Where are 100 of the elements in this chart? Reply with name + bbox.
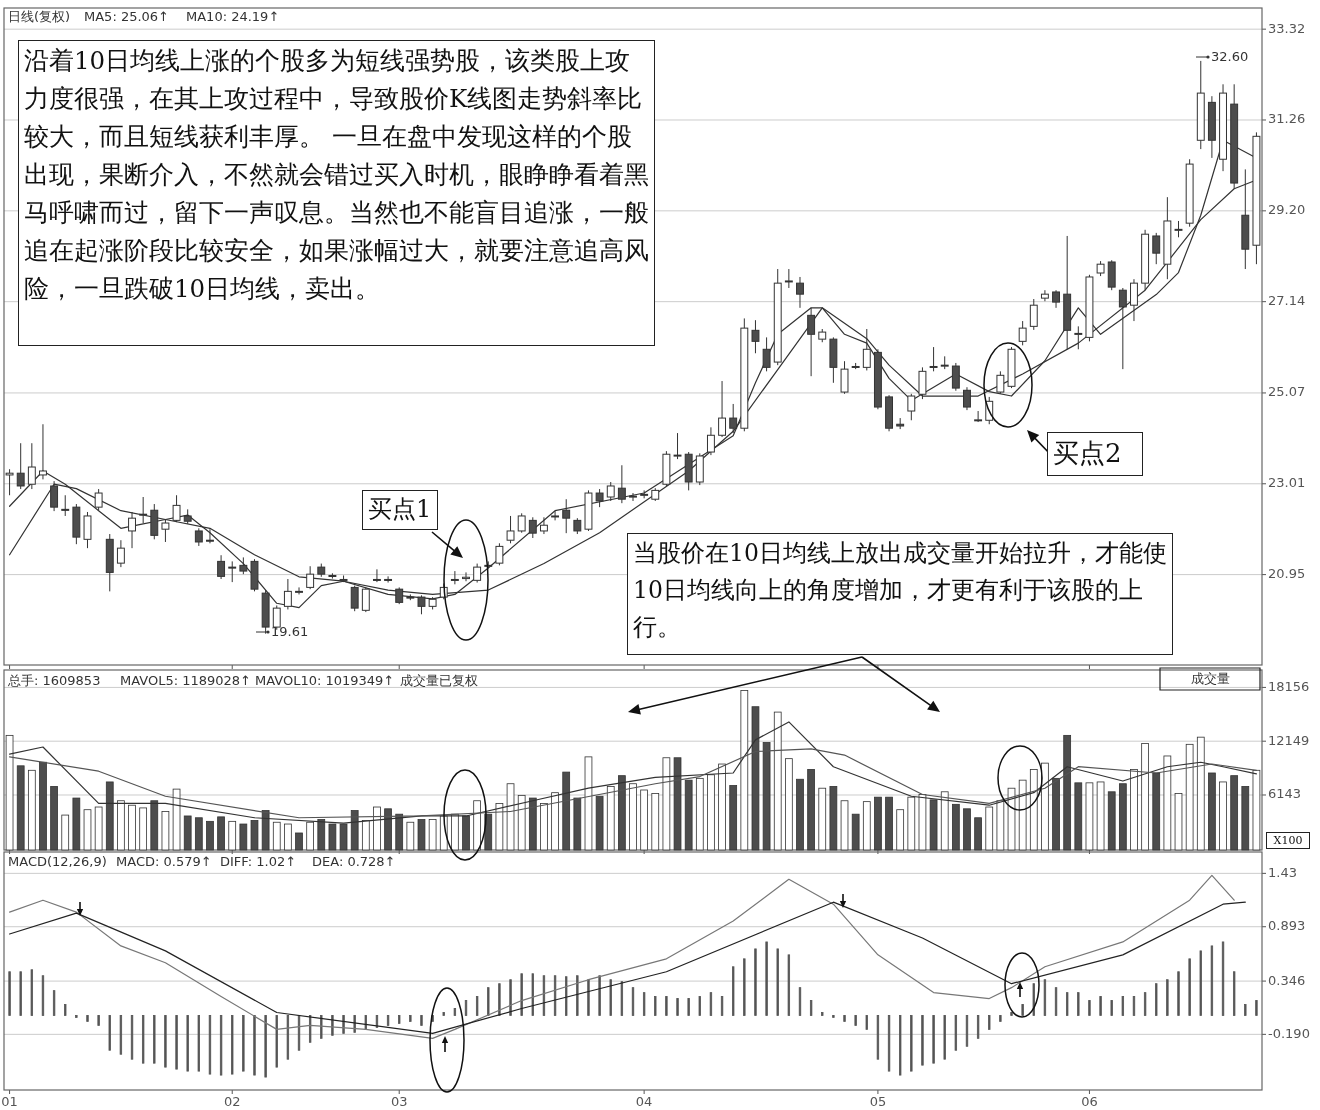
candlestick (61, 494, 70, 517)
bar (896, 809, 905, 851)
candlestick (1074, 325, 1083, 350)
candlestick (172, 494, 181, 523)
y-tick-label: 27.14 (1268, 293, 1306, 309)
bar (829, 786, 838, 851)
y-tick-label: 31.26 (1268, 111, 1306, 127)
candlestick (373, 568, 381, 583)
bar (540, 803, 548, 851)
annotation: 成交量已复权 (400, 672, 478, 688)
candlestick (551, 510, 560, 521)
bar (1230, 775, 1239, 851)
bar (61, 814, 70, 851)
y-tick-label: -0.190 (1268, 1025, 1310, 1041)
text: X100 (1266, 832, 1310, 849)
bar (1096, 781, 1105, 851)
candlestick (751, 319, 760, 354)
bar (284, 823, 292, 851)
annotation: 19.61 (271, 623, 309, 639)
x-tick-label: 02 (223, 1093, 241, 1109)
candlestick (862, 328, 871, 371)
candlestick (729, 403, 738, 434)
candlestick (595, 488, 604, 508)
line-series (8, 874, 1235, 1039)
candlestick (139, 496, 148, 524)
candlestick (495, 542, 504, 566)
candlestick (295, 586, 303, 595)
x-tick-label: 06 (1081, 1093, 1098, 1109)
bar (1107, 791, 1116, 851)
annotation: 总手: 1609853 (7, 672, 101, 688)
annotation: MACD(12,26,9) (8, 853, 107, 869)
bar (1219, 781, 1227, 851)
candlestick (206, 528, 214, 544)
candlestick (606, 481, 615, 502)
bar (796, 778, 804, 851)
candlestick (562, 498, 571, 534)
bar (785, 758, 793, 851)
candlestick (16, 442, 25, 490)
y-tick-label: 25.07 (1268, 384, 1306, 400)
candlestick (762, 336, 771, 372)
bar (406, 821, 415, 851)
line-series (8, 901, 1246, 1034)
candlestick (116, 539, 125, 568)
candlestick (796, 276, 804, 309)
candlestick (629, 492, 637, 502)
candlestick (50, 480, 59, 512)
bar (963, 808, 971, 851)
annotation: 32.60 (1211, 48, 1249, 64)
candlestick (974, 410, 983, 423)
y-tick-label: 20.95 (1268, 566, 1306, 582)
candlestick (5, 468, 14, 496)
bar (428, 819, 437, 851)
candlestick (528, 516, 537, 539)
y-tick-label: 33.32 (1268, 20, 1306, 36)
candlestick (673, 432, 682, 460)
bar (840, 800, 849, 851)
bar (16, 765, 25, 851)
bar (1085, 782, 1094, 851)
x-tick-label: 03 (390, 1093, 408, 1109)
bar (417, 819, 426, 851)
bar (807, 769, 815, 851)
y-tick-label: 18156 (1268, 678, 1310, 694)
candlestick (617, 464, 626, 504)
x-tick-label: 05 (869, 1093, 887, 1109)
annotation: 成交量 (1190, 670, 1230, 686)
bar (295, 832, 303, 851)
bar (862, 801, 871, 851)
x-tick-label: 01 (1, 1093, 18, 1109)
candlestick (506, 515, 515, 544)
bar (94, 806, 103, 851)
candlestick (27, 442, 36, 490)
candlestick (228, 560, 237, 583)
bar (851, 813, 860, 851)
candlestick (217, 554, 226, 580)
candlestick (963, 386, 971, 411)
bar (1074, 782, 1083, 851)
y-tick-label: 0.893 (1268, 918, 1306, 934)
candlestick (94, 488, 103, 511)
candlestick (1130, 278, 1138, 322)
annotation: MACD: 0.579↑ (116, 853, 212, 869)
bar (885, 796, 893, 851)
bar (1174, 793, 1183, 851)
candlestick (1152, 232, 1161, 265)
annotation: 当股价在10日均线上放出成交量开始拉升，才能使10日均线向上的角度增加，才更有利于该股的上行。 (627, 533, 1173, 655)
candlestick (951, 362, 960, 392)
candlestick (907, 393, 916, 421)
y-tick-label: 1.43 (1268, 864, 1297, 880)
candlestick (784, 268, 793, 289)
candlestick (161, 518, 170, 543)
candlestick (807, 307, 816, 377)
candlestick (918, 366, 927, 400)
annotation: MAVOL5: 1189028↑ (120, 672, 251, 688)
x-tick-label: 04 (635, 1093, 653, 1109)
candlestick (462, 571, 470, 582)
candlestick (640, 489, 649, 499)
bar (83, 809, 92, 851)
bar (72, 797, 81, 851)
bar (1241, 786, 1250, 851)
bar (139, 807, 148, 851)
annotation: MA10: 24.19↑ (186, 8, 280, 24)
